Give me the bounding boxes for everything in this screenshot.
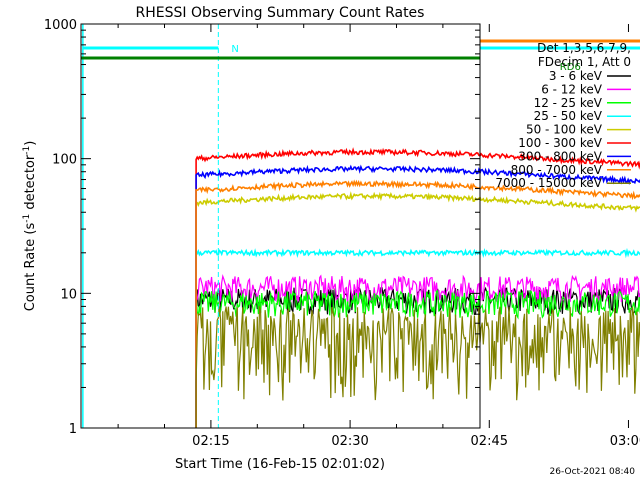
- y-tick-label-2: 100: [52, 153, 77, 168]
- series-line-0: [195, 286, 640, 428]
- series-layer: [195, 147, 640, 428]
- y-axis-label-sup1: -1: [22, 214, 32, 223]
- series-line-6: [195, 164, 640, 428]
- plot-frame: [80, 23, 481, 429]
- legend-label-7: 800 - 7000 keV: [511, 163, 603, 177]
- series-line-2: [195, 290, 640, 428]
- series-line-1: [195, 273, 640, 428]
- x-tick-label-3: 03:00: [610, 434, 640, 449]
- y-tick-label-0: 1: [69, 422, 77, 437]
- legend-header-1: Det 1,3,5,6,7,9,: [537, 41, 631, 55]
- series-line-5: [195, 147, 640, 428]
- y-axis-label: Count Rate (s-1 detector-1): [22, 141, 38, 312]
- series-line-4: [195, 191, 640, 428]
- y-axis-label-sup2: -1: [22, 146, 32, 155]
- legend-label-2: 12 - 25 keV: [534, 96, 603, 110]
- y-axis-label-part3: ): [23, 141, 38, 146]
- legend-label-0: 3 - 6 keV: [549, 69, 603, 83]
- chart-title: RHESSI Observing Summary Count Rates: [136, 5, 425, 21]
- overlay-layer: NSRD0RD6: [81, 24, 640, 428]
- annotation-n: N: [231, 44, 238, 55]
- x-tick-label-1: 02:30: [331, 434, 368, 449]
- series-line-8: [195, 306, 640, 428]
- legend-label-6: 300 - 800 keV: [518, 149, 602, 163]
- x-tick-label-0: 02:15: [192, 434, 229, 449]
- annotation-rd6: RD6: [560, 62, 581, 73]
- legend-label-3: 25 - 50 keV: [534, 109, 603, 123]
- y-axis-label-part2: detector: [23, 154, 38, 214]
- y-axis-label-part1: Count Rate (s: [23, 223, 38, 312]
- series-line-3: [195, 247, 640, 428]
- legend-label-8: 7000 - 15000 keV: [495, 176, 602, 190]
- x-axis-label: Start Time (16-Feb-15 02:01:02): [175, 457, 385, 472]
- y-tick-label-3: 1000: [44, 18, 77, 33]
- timestamp: 26-Oct-2021 08:40: [550, 467, 636, 477]
- x-tick-label-2: 02:45: [471, 434, 508, 449]
- legend-header-2: FDecim 1, Att 0: [538, 55, 631, 69]
- series-line-7: [195, 179, 640, 428]
- legend-label-5: 100 - 300 keV: [518, 136, 602, 150]
- legend-label-4: 50 - 100 keV: [526, 123, 603, 137]
- y-axis-ticks: 1 10 100 1000: [44, 18, 480, 437]
- y-tick-label-1: 10: [60, 287, 77, 302]
- legend-label-1: 6 - 12 keV: [541, 82, 603, 96]
